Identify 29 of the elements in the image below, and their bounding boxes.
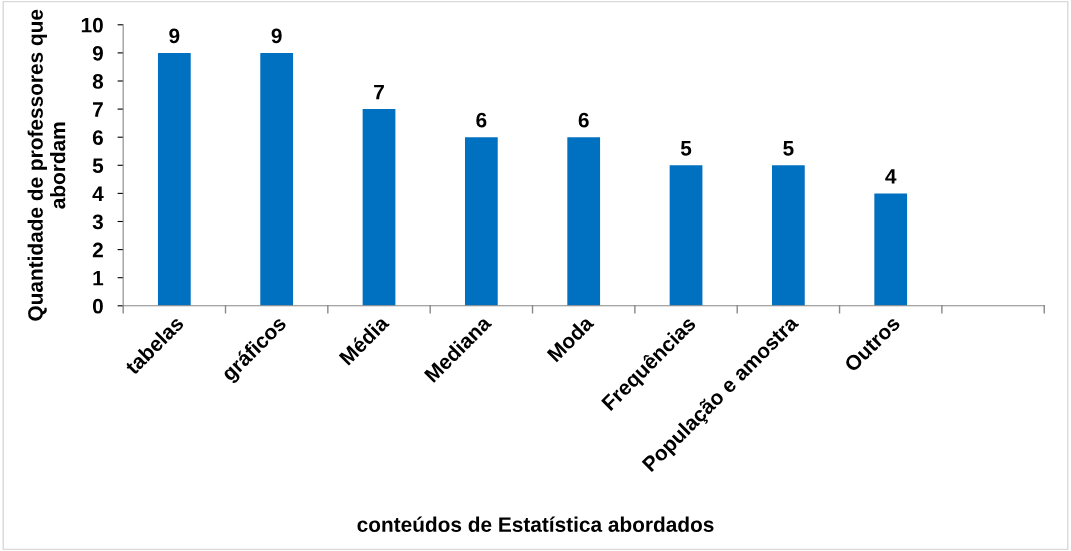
y-tick-label: 9	[92, 45, 103, 61]
y-tick-label: 8	[92, 74, 104, 89]
y-tick-label: 5	[92, 158, 104, 174]
y-tick-label: 3	[92, 214, 103, 230]
bar	[669, 165, 703, 306]
y-tick-label: 4	[92, 186, 104, 201]
y-tick-label: 2	[92, 242, 103, 258]
y-tick-label: 1	[93, 270, 104, 286]
bar	[874, 193, 908, 306]
bar	[567, 137, 601, 306]
bar	[464, 137, 498, 306]
data-label: 9	[169, 28, 180, 44]
y-axis-title: Quantidade de professores que abordam	[27, 9, 66, 321]
data-label: 9	[271, 28, 282, 44]
data-label: 7	[374, 84, 384, 100]
bar	[362, 109, 396, 306]
y-tick-label: 6	[92, 130, 103, 145]
data-label: 6	[476, 112, 487, 128]
x-axis-title: conteúdos de Estatística abordados	[357, 516, 714, 532]
bar	[157, 52, 191, 306]
y-tick-label: 10	[81, 17, 103, 33]
data-label: 6	[578, 112, 589, 128]
bar	[260, 52, 294, 306]
data-label: 4	[885, 169, 897, 184]
bar	[772, 165, 805, 306]
data-label: 5	[680, 141, 692, 156]
data-label: 5	[783, 141, 794, 156]
y-tick-label: 0	[92, 298, 103, 314]
y-tick-label: 7	[93, 102, 103, 117]
